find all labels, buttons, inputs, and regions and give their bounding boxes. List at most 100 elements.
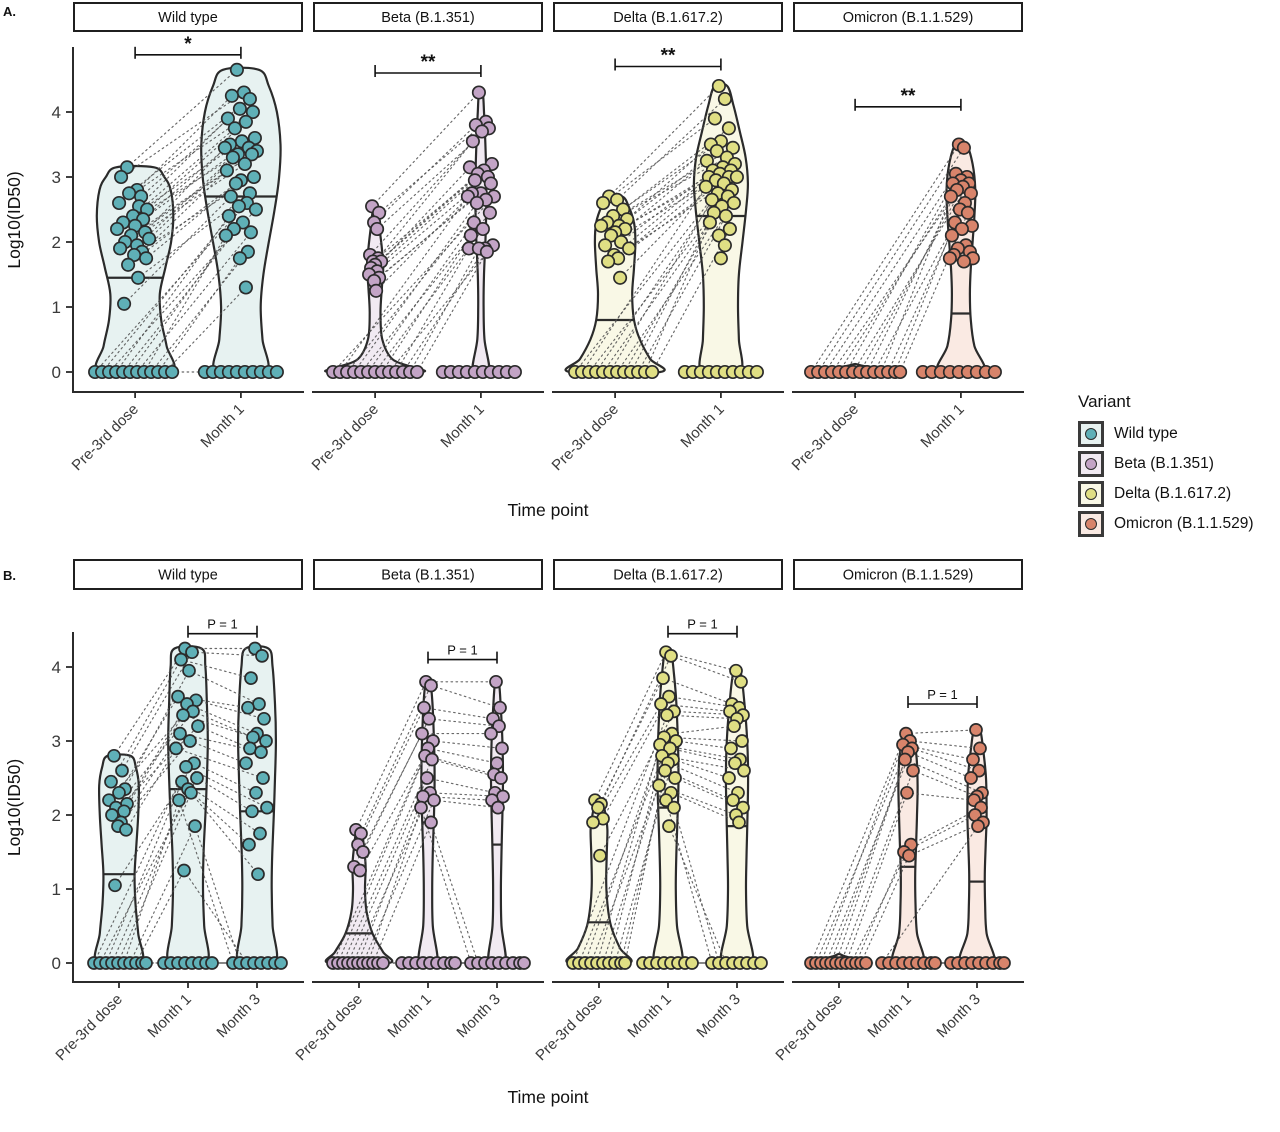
- x-tick-label: Month 1: [384, 991, 434, 1041]
- y-tick-label: 4: [52, 103, 61, 122]
- x-axis-title: Time point: [507, 500, 588, 520]
- x-tick-label: Pre-3rd dose: [549, 401, 622, 474]
- y-axis-title: Log10(ID50): [4, 759, 24, 856]
- facet-title: Delta (B.1.617.2): [613, 568, 723, 584]
- significance-label: **: [661, 46, 676, 67]
- pair-lines: [572, 651, 762, 964]
- variant-legend: Variant Wild type Beta (B.1.351) Delta (…: [1078, 392, 1278, 541]
- facet-strip: [313, 2, 543, 32]
- facet-delta-b-1-617-2: Delta (B.1.617.2) Pre-3rd dose Month 1 Mont…: [532, 559, 784, 1064]
- legend-item-delta: Delta (B.1.617.2): [1078, 481, 1278, 507]
- facet-omicron-b-1-1-529: Omicron (B.1.1.529) Pre-3rd dose Month 1 Mo…: [772, 559, 1024, 1064]
- facet-strip: [73, 559, 303, 590]
- significance-bracket: P = 1: [907, 687, 978, 708]
- facet-title: Wild type: [158, 568, 218, 584]
- x-tick-label: Month 1: [624, 991, 674, 1041]
- x-tick-label: Pre-3rd dose: [292, 991, 365, 1064]
- significance-label: **: [421, 52, 436, 73]
- legend-item-label: Delta (B.1.617.2): [1114, 485, 1232, 502]
- beta-dot-icon: [1085, 458, 1097, 470]
- y-tick-label: 3: [52, 168, 61, 187]
- omicron-dot-icon: [1085, 518, 1097, 530]
- x-tick-label: Pre-3rd dose: [532, 991, 605, 1064]
- data-points: [804, 723, 1011, 970]
- significance-label: P = 1: [207, 617, 237, 632]
- significance-bracket: **: [854, 86, 962, 111]
- legend-key-3: [1078, 511, 1104, 537]
- y-axis: 0 1 2 3 4 Log10(ID50): [4, 632, 74, 983]
- facet-delta-b-1-617-2: Delta (B.1.617.2) Pre-3rd dose Month 1 **: [549, 2, 784, 474]
- x-tick-label: Month 3: [693, 991, 743, 1041]
- pair-lines: [332, 681, 525, 964]
- data-points: [88, 62, 284, 380]
- facet-strip: [553, 2, 783, 32]
- panel-a-label: A.: [3, 4, 16, 19]
- x-tick-label: Pre-3rd dose: [69, 401, 142, 474]
- data-points: [326, 85, 522, 380]
- legend-item-label: Beta (B.1.351): [1114, 455, 1214, 472]
- x-tick-label: Month 1: [197, 401, 247, 451]
- data-points: [87, 641, 288, 970]
- x-tick-label: Month 1: [437, 401, 487, 451]
- y-tick-label: 4: [52, 658, 61, 677]
- wild-type-dot-icon: [1085, 428, 1097, 440]
- significance-label: **: [901, 86, 916, 107]
- data-points: [568, 78, 764, 380]
- legend-key-0: [1078, 421, 1104, 447]
- y-tick-label: 2: [52, 806, 61, 825]
- legend-item-label: Omicron (B.1.1.529): [1114, 515, 1254, 532]
- delta-dot-icon: [1085, 488, 1097, 500]
- significance-label: P = 1: [687, 617, 717, 632]
- facet-title: Omicron (B.1.1.529): [843, 568, 974, 584]
- y-axis-title: Log10(ID50): [4, 171, 24, 268]
- facet-strip: [793, 559, 1023, 590]
- y-axis: 0 1 2 3 4 Log10(ID50): [4, 47, 74, 393]
- facet-strip: [73, 2, 303, 32]
- y-tick-label: 1: [52, 880, 61, 899]
- facet-wild-type: Wild type Pre-3rd dose Month 1 Month 3 P = 1: [52, 559, 304, 1064]
- panel-b-label: B.: [3, 568, 16, 583]
- legend-title: Variant: [1078, 392, 1131, 411]
- x-tick-label: Month 1: [677, 401, 727, 451]
- facet-beta-b-1-351: Beta (B.1.351) Pre-3rd dose Month 1 **: [309, 2, 544, 474]
- significance-bracket: P = 1: [667, 617, 738, 638]
- significance-bracket: **: [614, 46, 722, 71]
- y-tick-label: 1: [52, 298, 61, 317]
- legend-key-2: [1078, 481, 1104, 507]
- significance-label: P = 1: [927, 687, 957, 702]
- facet-title: Wild type: [158, 10, 218, 26]
- violin-shape: [94, 164, 176, 377]
- x-tick-label: Month 3: [933, 991, 983, 1041]
- x-tick-label: Pre-3rd dose: [789, 401, 862, 474]
- x-tick-label: Pre-3rd dose: [52, 991, 125, 1064]
- legend-item-label: Wild type: [1114, 425, 1178, 442]
- x-tick-label: Month 3: [213, 991, 263, 1041]
- data-points: [566, 645, 768, 970]
- y-tick-label: 0: [52, 363, 61, 382]
- panel-a-figure: 0 1 2 3 4 Log10(ID50) Wild type Pre-3rd dose Mon…: [4, 2, 1024, 520]
- y-tick-label: 2: [52, 233, 61, 252]
- legend-key-1: [1078, 451, 1104, 477]
- x-tick-label: Month 1: [917, 401, 967, 451]
- x-tick-label: Month 1: [864, 991, 914, 1041]
- facet-strip: [793, 2, 1023, 32]
- legend-item-beta: Beta (B.1.351): [1078, 451, 1278, 477]
- panel-b-figure: 0 1 2 3 4 Log10(ID50) Wild type Pre-3rd dose Mon…: [4, 559, 1024, 1107]
- data-points: [326, 674, 531, 970]
- facet-title: Omicron (B.1.1.529): [843, 10, 974, 26]
- significance-bracket: P = 1: [427, 643, 498, 664]
- legend-item-wild-type: Wild type: [1078, 421, 1278, 447]
- significance-bracket: P = 1: [187, 617, 258, 638]
- significance-label: *: [184, 34, 192, 55]
- x-tick-label: Month 1: [144, 991, 194, 1041]
- significance-bracket: **: [374, 52, 482, 77]
- x-tick-label: Month 3: [453, 991, 503, 1041]
- x-tick-label: Pre-3rd dose: [309, 401, 382, 474]
- legend-item-omicron: Omicron (B.1.1.529): [1078, 511, 1278, 537]
- facet-title: Delta (B.1.617.2): [613, 10, 723, 26]
- significance-label: P = 1: [447, 643, 477, 658]
- facet-strip: [313, 559, 543, 590]
- facet-wild-type: Wild type Pre-3rd dose Month 1 *: [69, 2, 304, 474]
- x-axis-title: Time point: [507, 1087, 588, 1107]
